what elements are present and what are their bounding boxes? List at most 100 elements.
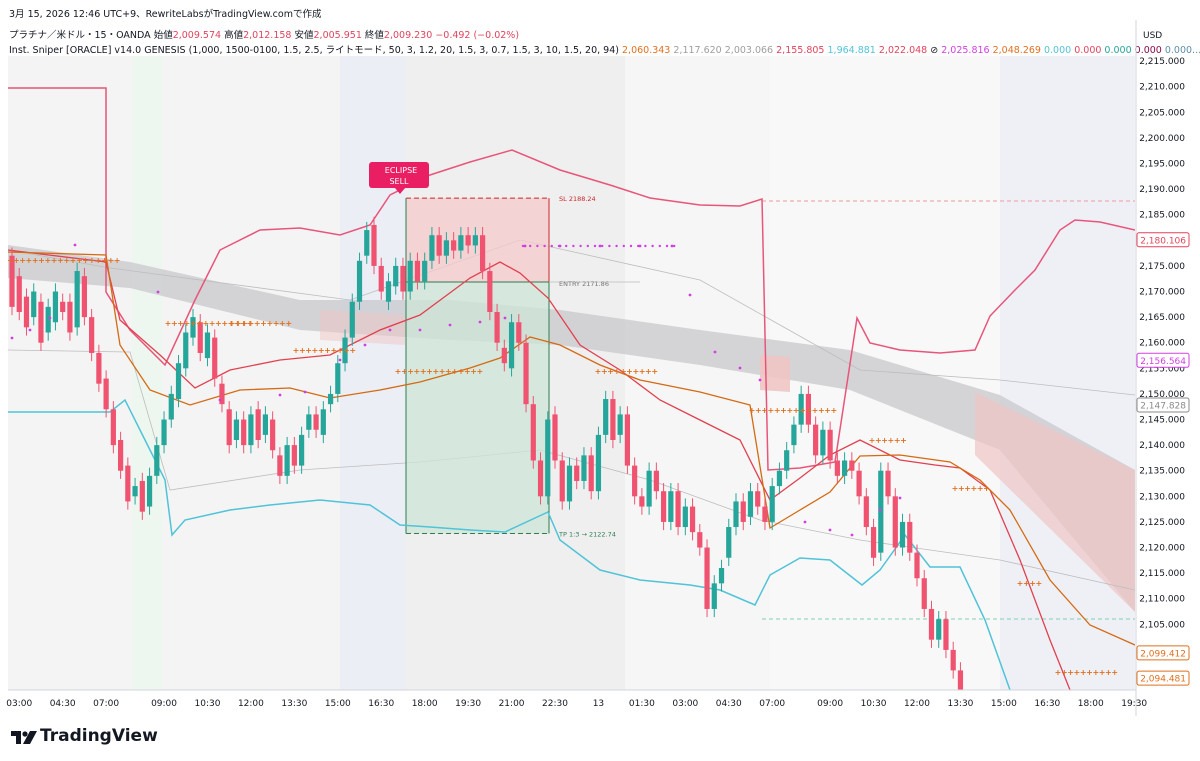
indicator-value: 1,964.881 bbox=[824, 45, 876, 56]
candle-body bbox=[378, 265, 384, 292]
candle-body bbox=[740, 501, 746, 522]
candle-body bbox=[204, 332, 211, 359]
signal-dot bbox=[878, 508, 882, 512]
trailing-stop-marker: + bbox=[229, 319, 236, 328]
trailing-stop-marker: + bbox=[761, 406, 768, 415]
signal-badge bbox=[369, 162, 429, 188]
candle-body bbox=[270, 419, 276, 451]
session-shade bbox=[132, 56, 162, 690]
candle-body bbox=[791, 424, 797, 446]
price-tick: 2,165.000 bbox=[1139, 313, 1185, 323]
trailing-stop-marker: + bbox=[44, 256, 51, 265]
time-tick: 03:00 bbox=[6, 699, 32, 709]
trailing-stop-marker: + bbox=[432, 367, 439, 376]
candle-body bbox=[820, 429, 826, 456]
trailing-stop-marker: + bbox=[305, 346, 312, 355]
signal-dot bbox=[529, 244, 532, 248]
signal-dot bbox=[670, 244, 674, 248]
trailing-stop-marker: + bbox=[799, 406, 806, 415]
trailing-stop-marker: + bbox=[439, 367, 446, 376]
indicator-value: 2,048.269 bbox=[989, 45, 1041, 56]
candle-body bbox=[523, 342, 529, 405]
trailing-stop-marker: + bbox=[7, 256, 14, 265]
candle-body bbox=[16, 276, 22, 312]
candle-body bbox=[494, 312, 500, 343]
candle-body bbox=[588, 455, 594, 492]
trailing-stop-marker: + bbox=[894, 436, 901, 445]
time-tick: 07:00 bbox=[759, 699, 785, 709]
candle-body bbox=[805, 393, 811, 425]
candle-body bbox=[610, 399, 616, 440]
trailing-stop-marker: + bbox=[786, 406, 793, 415]
tradingview-logo-icon bbox=[11, 731, 37, 744]
time-tick: 01:30 bbox=[629, 699, 655, 709]
signal-dot bbox=[338, 358, 342, 362]
price-tick: 2,115.000 bbox=[1139, 569, 1185, 579]
indicator-name[interactable]: Inst. Sniper [ORACLE] v14.0 GENESIS (1,0… bbox=[9, 45, 619, 56]
trailing-stop-marker: + bbox=[414, 367, 421, 376]
close-value: 2,009.230 bbox=[383, 30, 433, 41]
candle-body bbox=[617, 414, 623, 435]
candle-body bbox=[769, 486, 775, 522]
price-tick: 2,110.000 bbox=[1139, 595, 1185, 605]
candle-body bbox=[718, 568, 725, 584]
signal-dot bbox=[601, 244, 604, 248]
candle-body bbox=[356, 260, 363, 302]
trailing-stop-marker: + bbox=[824, 406, 831, 415]
candle-body bbox=[813, 424, 819, 456]
time-tick: 18:00 bbox=[412, 699, 438, 709]
candle-body bbox=[103, 378, 109, 410]
trailing-stop-marker: + bbox=[793, 406, 800, 415]
signal-dot bbox=[637, 244, 640, 248]
trailing-stop-marker: + bbox=[620, 367, 627, 376]
signal-dot bbox=[651, 244, 654, 248]
eclipse-sell-signal: ECLIPSE SELL bbox=[369, 162, 429, 194]
session-shade bbox=[162, 56, 340, 690]
candle-body bbox=[603, 399, 609, 435]
candle-body bbox=[574, 465, 580, 481]
open-label: 始値 bbox=[153, 30, 173, 41]
candle-body bbox=[726, 527, 732, 558]
session-shade bbox=[1000, 56, 1135, 690]
signal-dot bbox=[898, 496, 902, 500]
signal-dot bbox=[828, 528, 832, 532]
candle-body bbox=[682, 506, 688, 528]
candle-body bbox=[480, 235, 486, 272]
trailing-stop-marker: + bbox=[426, 367, 433, 376]
candle-body bbox=[407, 260, 413, 292]
candle-body bbox=[704, 547, 710, 609]
signal-dot bbox=[10, 336, 14, 340]
signal-dot bbox=[608, 244, 611, 248]
candle-body bbox=[458, 235, 464, 251]
low-label: 安値 bbox=[294, 30, 314, 41]
signal-dot bbox=[850, 533, 854, 537]
trailing-stop-marker: + bbox=[63, 256, 70, 265]
price-tick: 2,120.000 bbox=[1139, 544, 1185, 554]
price-tick: 2,140.000 bbox=[1139, 441, 1185, 451]
symbol-name[interactable]: プラチナ／米ドル・15・OANDA bbox=[9, 30, 151, 41]
candle-body bbox=[422, 260, 428, 282]
signal-dot bbox=[598, 244, 602, 248]
time-tick: 09:00 bbox=[151, 699, 177, 709]
trailing-stop-marker: + bbox=[1017, 579, 1024, 588]
trailing-stop-marker: + bbox=[1067, 668, 1074, 677]
signal-dot bbox=[644, 244, 647, 248]
candle-body bbox=[335, 363, 341, 394]
candle-body bbox=[950, 649, 956, 671]
signal-dot bbox=[557, 244, 561, 248]
price-label: 2,156.564 bbox=[1140, 357, 1186, 367]
signal-dot bbox=[521, 244, 525, 248]
trailing-stop-marker: + bbox=[768, 406, 775, 415]
indicator-value: 2,117.620 bbox=[670, 45, 722, 56]
trailing-stop-marker: + bbox=[260, 319, 267, 328]
take-profit-label: TP 1:3 → 2122.74 bbox=[558, 530, 616, 538]
candle-body bbox=[342, 337, 348, 364]
price-label-box bbox=[1136, 397, 1190, 413]
price-label: 2,094.481 bbox=[1140, 675, 1186, 685]
time-tick: 22:30 bbox=[542, 699, 568, 709]
candle-body bbox=[241, 419, 247, 446]
trailing-stop-marker: + bbox=[470, 367, 477, 376]
price-tick: 2,195.000 bbox=[1139, 160, 1185, 170]
take-profit-zone bbox=[406, 281, 549, 534]
